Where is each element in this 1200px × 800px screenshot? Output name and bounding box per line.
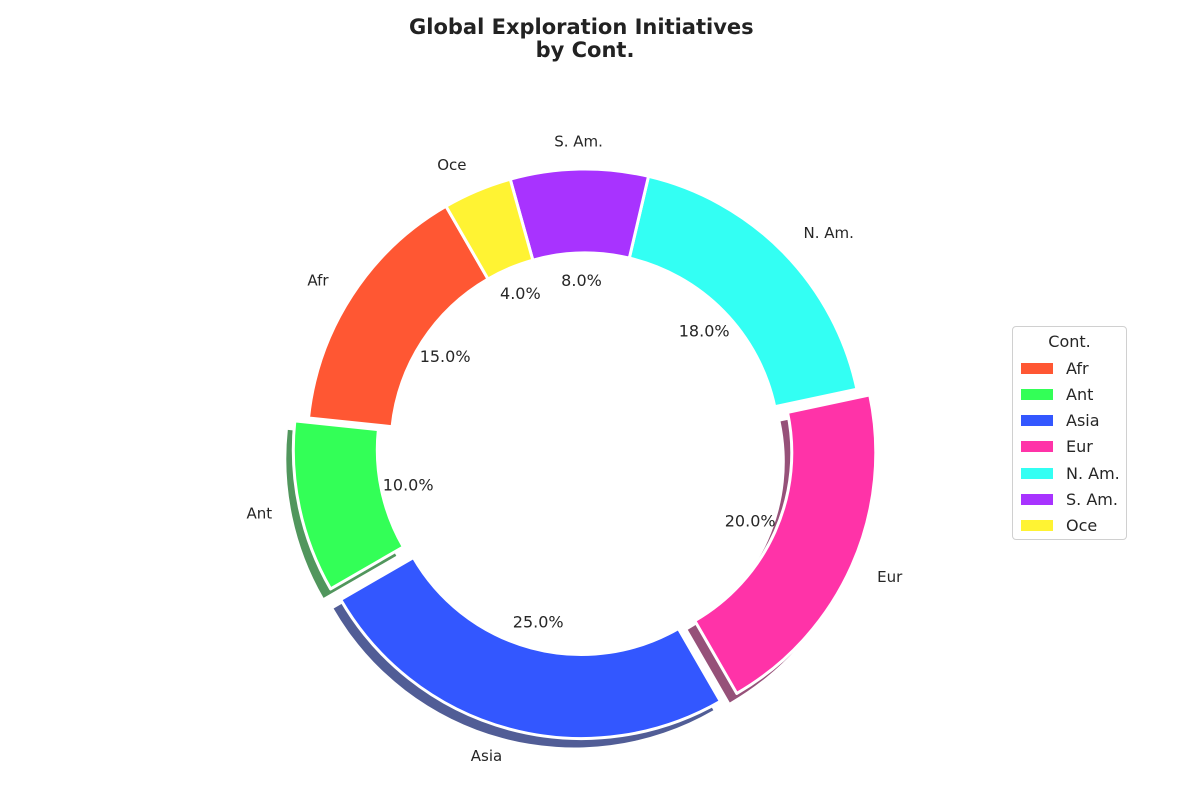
legend-item-afr: Afr bbox=[1021, 356, 1089, 380]
legend-label-asia: Asia bbox=[1066, 411, 1100, 431]
slice-afr bbox=[307, 204, 490, 429]
legend-label-oce: Oce bbox=[1066, 516, 1098, 536]
slice-labels: Afr 15.0% Ant 10.0% Asia 25.0% Eur 20.0% N. Am. 1… bbox=[247, 132, 904, 765]
legend: Cont. Afr Ant Asia Eur N. Am. S. Am. Oce bbox=[1012, 326, 1127, 540]
slice-asia bbox=[339, 556, 722, 740]
legend-swatch-eur bbox=[1021, 441, 1053, 453]
legend-swatch-s-am bbox=[1021, 494, 1053, 505]
legend-swatch-asia bbox=[1021, 415, 1053, 427]
slice-value-ant: 10.0% bbox=[383, 476, 434, 495]
legend-label-ant: Ant bbox=[1066, 384, 1094, 404]
legend-label-eur: Eur bbox=[1066, 437, 1093, 457]
slice-value-eur: 20.0% bbox=[725, 512, 776, 531]
slice-value-asia: 25.0% bbox=[513, 613, 564, 632]
legend-swatch-ant bbox=[1021, 388, 1053, 400]
legend-item-n-am: N. Am. bbox=[1021, 461, 1120, 485]
slice-label-asia: Asia bbox=[471, 747, 502, 765]
slice-label-n-am: N. Am. bbox=[803, 224, 853, 242]
legend-swatch-afr bbox=[1021, 362, 1053, 374]
slice-n-am bbox=[627, 174, 859, 409]
legend-item-ant: Ant bbox=[1021, 382, 1093, 406]
legend-item-asia: Asia bbox=[1021, 409, 1100, 433]
slice-label-oce: Oce bbox=[437, 156, 466, 174]
slice-oce bbox=[444, 177, 535, 281]
slice-value-n-am: 18.0% bbox=[679, 321, 730, 340]
slice-eur bbox=[693, 393, 878, 695]
slice-ant bbox=[291, 419, 405, 591]
slice-label-eur: Eur bbox=[877, 568, 903, 586]
legend-item-oce: Oce bbox=[1021, 514, 1097, 538]
legend-label-afr: Afr bbox=[1066, 358, 1089, 378]
slice-s-am bbox=[508, 167, 650, 262]
slice-value-afr: 15.0% bbox=[420, 347, 471, 366]
chart-title: Global Exploration Initiatives by Cont. bbox=[409, 15, 761, 62]
legend-label-s-am: S. Am. bbox=[1066, 490, 1118, 509]
slice-label-s-am: S. Am. bbox=[554, 132, 603, 150]
legend-item-s-am: S. Am. bbox=[1021, 488, 1118, 512]
slice-value-oce: 4.0% bbox=[500, 284, 541, 303]
legend-swatch-oce bbox=[1021, 520, 1053, 532]
slice-label-ant: Ant bbox=[247, 504, 273, 522]
slice-label-afr: Afr bbox=[307, 271, 329, 289]
legend-label-n-am: N. Am. bbox=[1066, 463, 1120, 483]
legend-swatch-n-am bbox=[1021, 467, 1053, 479]
slices bbox=[291, 167, 878, 740]
legend-title: Cont. bbox=[1048, 332, 1091, 351]
legend-item-eur: Eur bbox=[1021, 435, 1093, 459]
slice-value-s-am: 8.0% bbox=[561, 271, 602, 290]
